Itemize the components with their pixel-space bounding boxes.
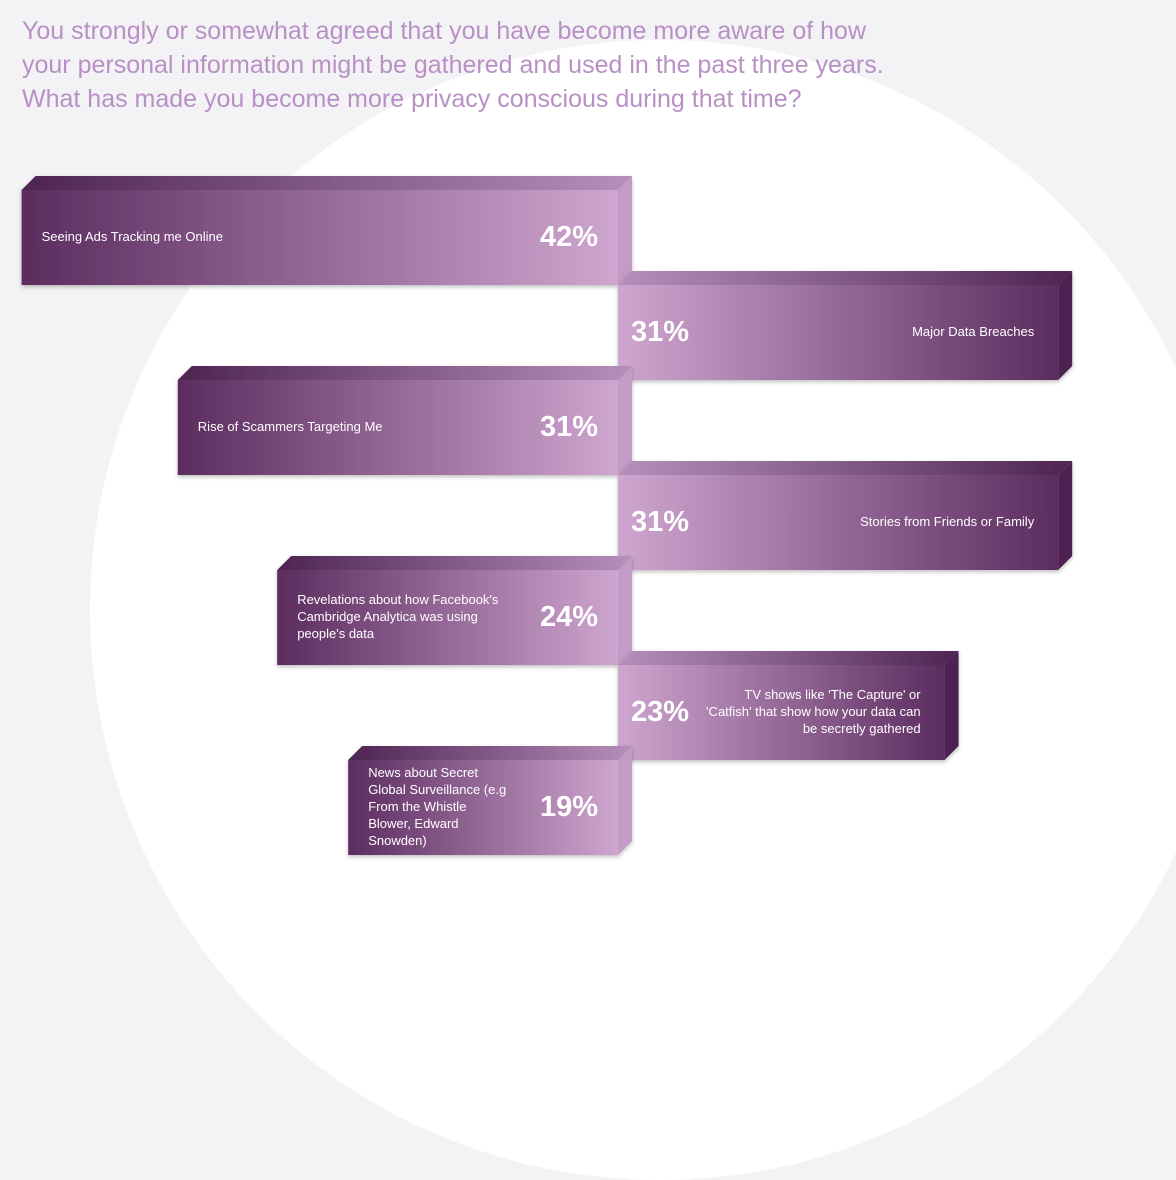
- bar-value-label: 23%: [631, 695, 690, 728]
- title-line-3: What has made you become more privacy co…: [22, 85, 802, 113]
- bar-front-face: [348, 760, 618, 855]
- bar-category-label: Stories from Friends or Family: [860, 514, 1035, 529]
- bar-top-face: [618, 271, 1073, 285]
- bar-top-face: [618, 651, 959, 665]
- bar-value-label: 19%: [539, 790, 598, 823]
- bar-category-label: Revelations about how Facebook's Cambrid…: [297, 592, 499, 641]
- bar-front-face: [618, 665, 945, 760]
- bar-top-face: [618, 461, 1073, 475]
- bar-category-label: Major Data Breaches: [912, 324, 1035, 339]
- bar-value-label: 42%: [539, 220, 598, 253]
- bar-2: [618, 271, 1073, 380]
- bar-side-face: [944, 651, 959, 760]
- bar-1: [21, 176, 633, 285]
- bar-side-face: [618, 556, 632, 665]
- bar-3: [177, 366, 633, 475]
- bar-4: [618, 461, 1073, 570]
- bar-5: [277, 556, 632, 665]
- bar-side-face: [618, 366, 632, 475]
- chart-title: You strongly or somewhat agreed that you…: [22, 14, 1022, 116]
- bar-top-face: [348, 746, 632, 760]
- title-line-2: your personal information might be gathe…: [22, 51, 884, 79]
- bar-7: [348, 746, 632, 855]
- bar-front-face: [277, 570, 618, 665]
- bar-value-label: 31%: [631, 315, 690, 348]
- bar-top-face: [177, 366, 633, 380]
- bar-front-face: [618, 475, 1059, 570]
- bar-front-face: [21, 190, 619, 285]
- bar-side-face: [618, 746, 632, 855]
- bar-6: [618, 651, 959, 760]
- bar-value-label: 31%: [631, 505, 690, 538]
- bar-side-face: [1058, 271, 1073, 380]
- bar-category-label: Rise of Scammers Targeting Me: [197, 419, 383, 434]
- bar-value-label: 31%: [539, 410, 598, 443]
- bar-side-face: [618, 176, 632, 285]
- bar-side-face: [1058, 461, 1073, 570]
- bar-category-label: TV shows like 'The Capture' or 'Catfish'…: [706, 687, 921, 736]
- title-line-1: You strongly or somewhat agreed that you…: [22, 17, 867, 45]
- bar-top-face: [277, 556, 632, 570]
- bar-chart: [21, 176, 1073, 855]
- bar-top-face: [21, 176, 633, 190]
- bar-category-label: News about Secret Global Surveillance (e…: [368, 765, 507, 848]
- bar-category-label: Seeing Ads Tracking me Online: [41, 229, 223, 244]
- bar-front-face: [177, 380, 619, 475]
- bar-value-label: 24%: [539, 600, 598, 633]
- bar-front-face: [618, 285, 1059, 380]
